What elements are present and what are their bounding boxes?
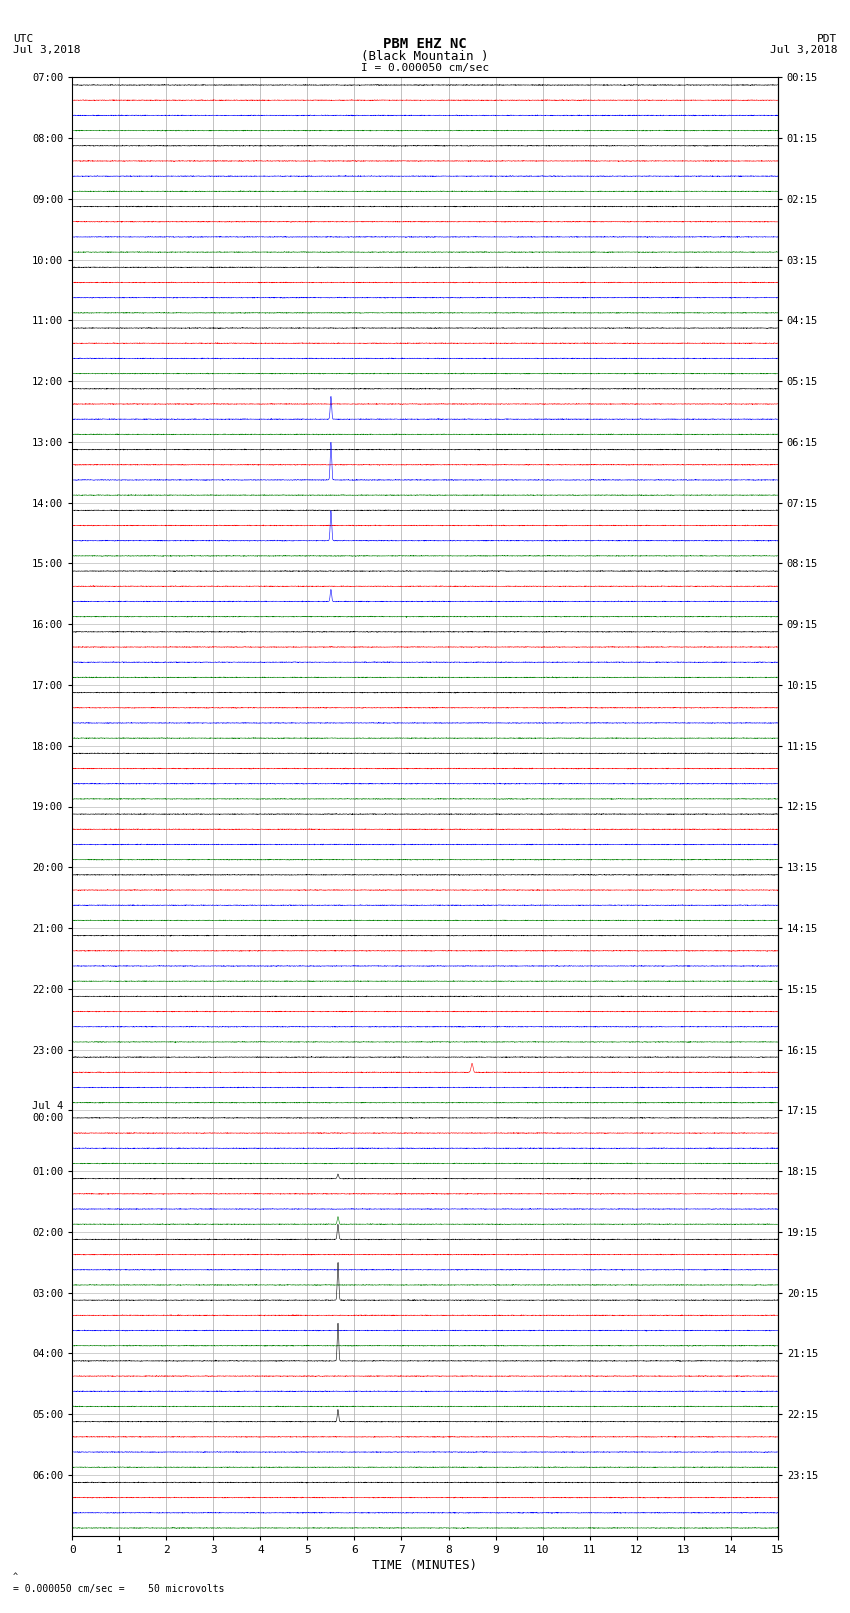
- X-axis label: TIME (MINUTES): TIME (MINUTES): [372, 1558, 478, 1571]
- Text: = 0.000050 cm/sec =    50 microvolts: = 0.000050 cm/sec = 50 microvolts: [13, 1584, 224, 1594]
- Text: Jul 3,2018: Jul 3,2018: [770, 45, 837, 55]
- Text: UTC: UTC: [13, 34, 33, 44]
- Text: PDT: PDT: [817, 34, 837, 44]
- Text: Jul 3,2018: Jul 3,2018: [13, 45, 80, 55]
- Text: (Black Mountain ): (Black Mountain ): [361, 50, 489, 63]
- Text: I = 0.000050 cm/sec: I = 0.000050 cm/sec: [361, 63, 489, 73]
- Text: ^: ^: [13, 1571, 18, 1581]
- Text: PBM EHZ NC: PBM EHZ NC: [383, 37, 467, 52]
